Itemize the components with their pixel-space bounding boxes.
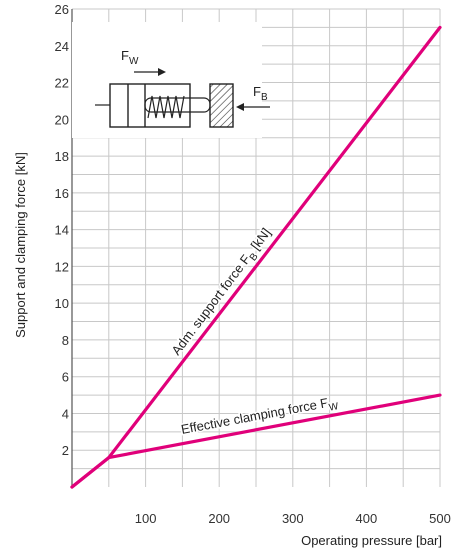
y-tick-label: 16 xyxy=(55,186,69,201)
x-tick-label: 200 xyxy=(208,511,230,526)
y-tick-label: 6 xyxy=(62,370,69,385)
x-axis-title: Operating pressure [bar] xyxy=(301,533,442,548)
series-group xyxy=(70,25,442,489)
force-w-arrowhead xyxy=(158,68,166,76)
y-tick-label: 26 xyxy=(55,2,69,17)
series-line-clamping-force xyxy=(70,393,442,489)
y-tick-label: 2 xyxy=(62,443,69,458)
y-tick-label: 4 xyxy=(62,406,69,421)
y-tick-label: 22 xyxy=(55,76,69,91)
y-tick-label: 12 xyxy=(55,259,69,274)
schematic-workpiece xyxy=(209,83,234,128)
schematic-spring xyxy=(147,95,185,119)
y-tick-label: 8 xyxy=(62,333,69,348)
x-tick-label: 500 xyxy=(429,511,451,526)
y-tick-label: 24 xyxy=(55,39,69,54)
x-tick-label: 100 xyxy=(135,511,157,526)
force-w-label: FW xyxy=(121,48,139,67)
cylinder-schematic: FW FB xyxy=(72,22,270,138)
x-tick-label: 300 xyxy=(282,511,304,526)
force-b-arrowhead xyxy=(236,103,244,111)
y-tick-label: 18 xyxy=(55,149,69,164)
y-axis-title: Support and clamping force [kN] xyxy=(13,152,28,338)
force-b-label: FB xyxy=(253,84,268,103)
y-tick-label: 10 xyxy=(55,296,69,311)
y-tick-label: 14 xyxy=(55,223,69,238)
y-tick-label: 20 xyxy=(55,112,69,127)
grid xyxy=(72,8,441,487)
x-tick-label: 400 xyxy=(356,511,378,526)
